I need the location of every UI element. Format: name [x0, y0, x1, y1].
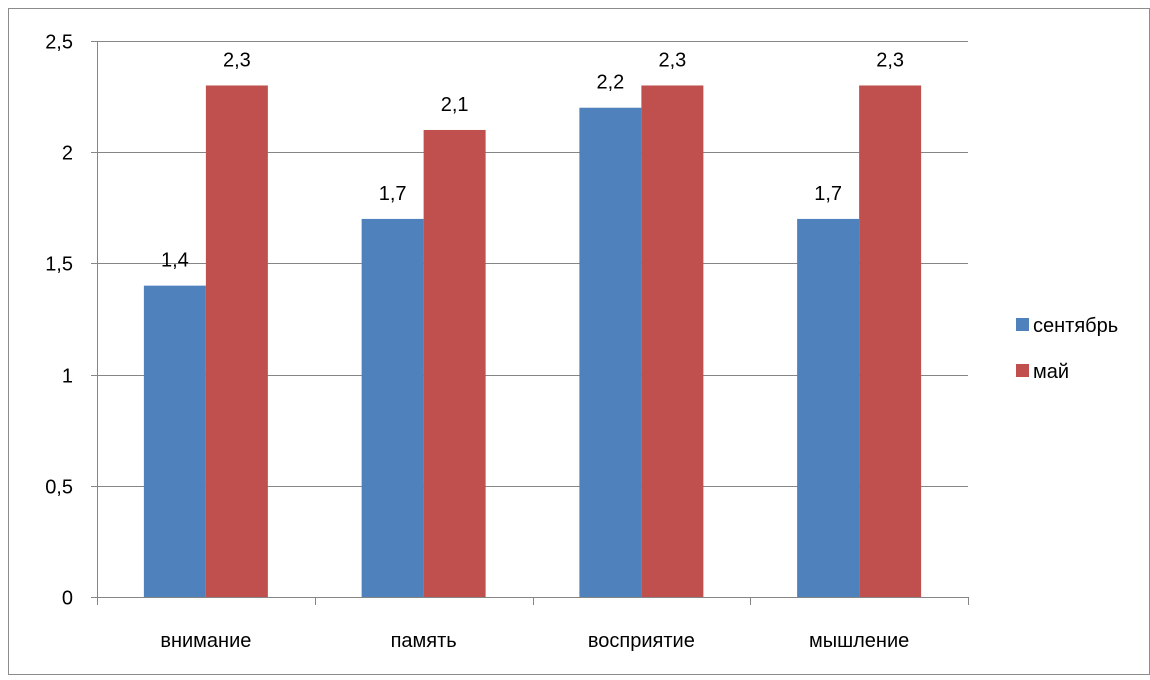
x-tick-label: мышление — [809, 630, 909, 652]
legend: сентябрь май — [1016, 315, 1118, 383]
y-tick-label: 1 — [62, 366, 73, 388]
legend-swatch — [1016, 318, 1029, 331]
bar-september — [143, 285, 206, 597]
y-tick-label: 0,5 — [45, 477, 73, 499]
y-tick-label: 0 — [62, 588, 73, 610]
y-tick-labels: 0 0,5 1 1,5 2 2,5 — [45, 32, 73, 610]
legend-label: май — [1033, 361, 1069, 383]
bar-may — [205, 85, 268, 597]
data-label: 2,1 — [441, 94, 469, 116]
x-tick-label: память — [391, 630, 457, 652]
x-tick-label: восприятие — [588, 630, 695, 652]
axes — [91, 41, 969, 605]
bars — [143, 85, 922, 598]
data-label: 1,4 — [161, 250, 189, 272]
data-label: 2,3 — [876, 49, 904, 71]
y-tick-label: 2 — [62, 143, 73, 165]
bar-may — [423, 129, 486, 597]
legend-swatch — [1016, 364, 1029, 377]
data-label: 2,2 — [596, 72, 624, 94]
bar-september — [797, 218, 860, 598]
data-label: 2,3 — [223, 49, 251, 71]
x-tick-labels: внимание память восприятие мышление — [160, 630, 909, 652]
data-label: 1,7 — [379, 183, 407, 205]
y-tick-label: 1,5 — [45, 254, 73, 276]
bar-september — [361, 218, 424, 598]
legend-label: сентябрь — [1033, 315, 1118, 337]
bar-may — [859, 85, 922, 597]
data-labels: 1,4 2,3 1,7 2,1 2,2 2,3 1,7 2,3 — [161, 49, 904, 271]
x-tick-label: внимание — [160, 630, 251, 652]
bar-september — [579, 107, 642, 597]
y-tick-label: 2,5 — [45, 32, 73, 54]
bar-may — [641, 85, 704, 597]
data-label: 2,3 — [658, 49, 686, 71]
data-label: 1,7 — [814, 183, 842, 205]
